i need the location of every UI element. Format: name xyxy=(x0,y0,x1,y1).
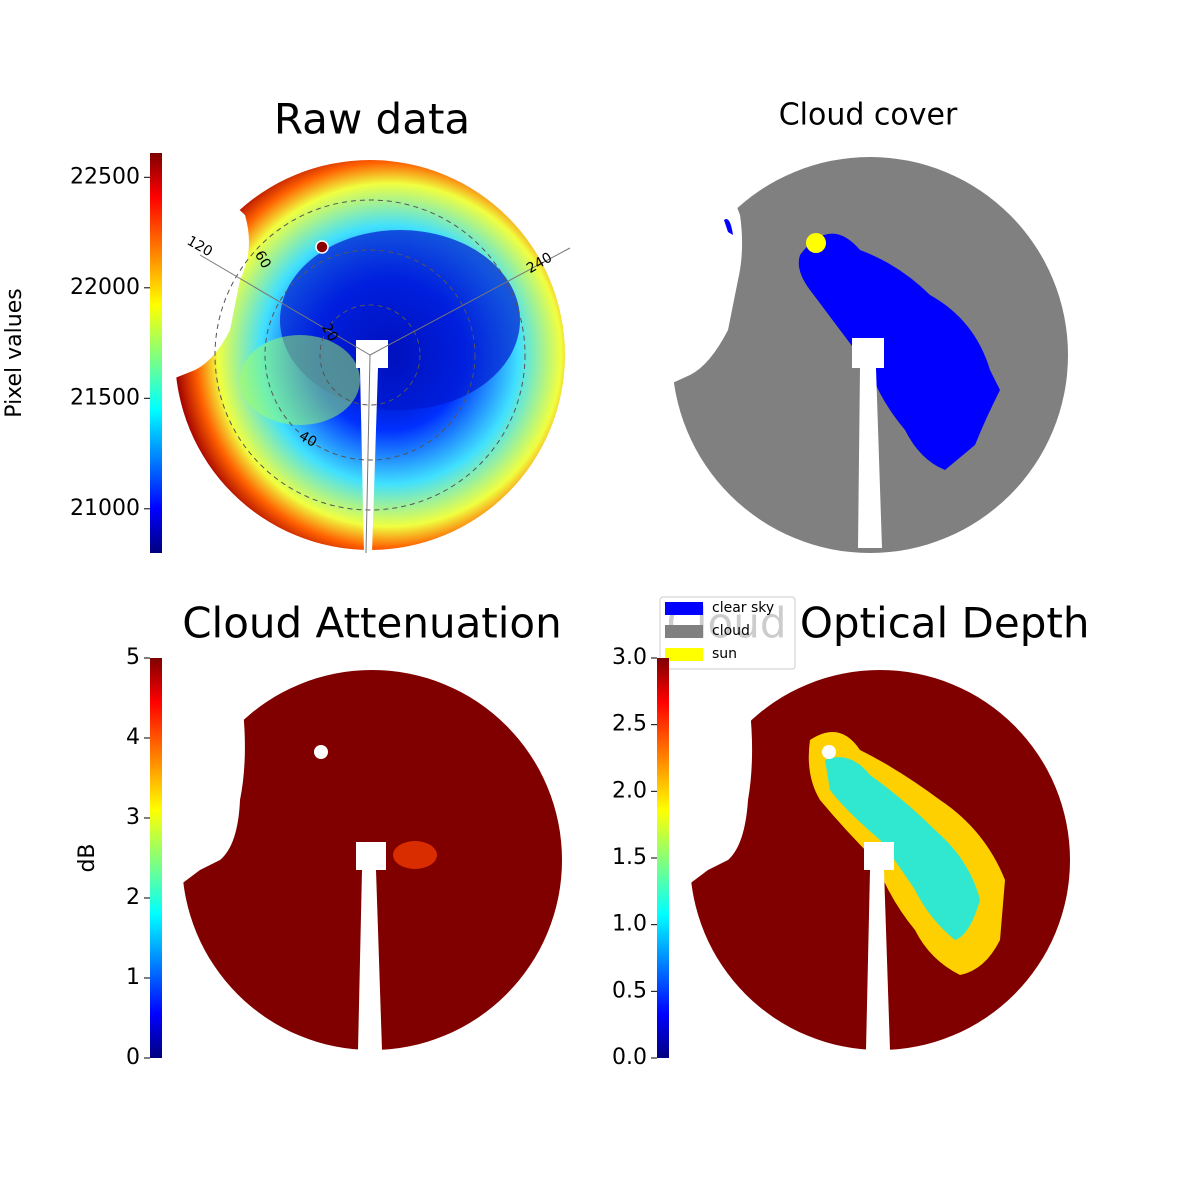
raw-image xyxy=(170,150,571,554)
colorbar-label: Pixel values xyxy=(2,288,27,417)
legend-swatch xyxy=(665,602,703,615)
panel-title: Cloud Attenuation xyxy=(182,599,562,648)
tick-label: 21500 xyxy=(70,385,140,410)
legend-label: sun xyxy=(712,646,737,662)
annotation: 20 xyxy=(318,321,341,344)
panel-title: Raw data xyxy=(274,95,470,144)
legend-label: cloud xyxy=(712,623,750,639)
tick-label: 2.0 xyxy=(612,778,647,803)
panel-title: Cloud cover xyxy=(779,98,958,133)
colorbar xyxy=(150,153,162,553)
tick-label: 1 xyxy=(126,965,140,990)
tick-label: 1.5 xyxy=(612,845,647,870)
tick-label: 3 xyxy=(126,805,140,830)
colorbar-label: dB xyxy=(75,843,100,872)
tick-label: 2.5 xyxy=(612,712,647,737)
legend-swatch xyxy=(665,625,703,638)
colorbar xyxy=(150,658,162,1058)
colorbar xyxy=(657,658,669,1058)
tick-label: 22000 xyxy=(70,275,140,300)
attenuation-image xyxy=(170,660,562,1050)
tick-label: 21000 xyxy=(70,496,140,521)
annotation: 60 xyxy=(251,248,274,271)
optical-depth-image xyxy=(680,660,1070,1050)
tick-label: 0 xyxy=(126,1045,140,1070)
tick-label: 22500 xyxy=(70,164,140,189)
tick-label: 5 xyxy=(126,645,140,670)
tick-label: 0.5 xyxy=(612,978,647,1003)
annotation: 40 xyxy=(296,428,319,451)
tick-label: 4 xyxy=(126,725,140,750)
cloud-cover-image xyxy=(660,150,1068,553)
tick-label: 2 xyxy=(126,885,140,910)
tick-label: 0.0 xyxy=(612,1045,647,1070)
tick-label: 3.0 xyxy=(612,645,647,670)
legend-swatch xyxy=(665,648,703,661)
legend-label: clear sky xyxy=(712,600,774,616)
tick-label: 1.0 xyxy=(612,912,647,937)
